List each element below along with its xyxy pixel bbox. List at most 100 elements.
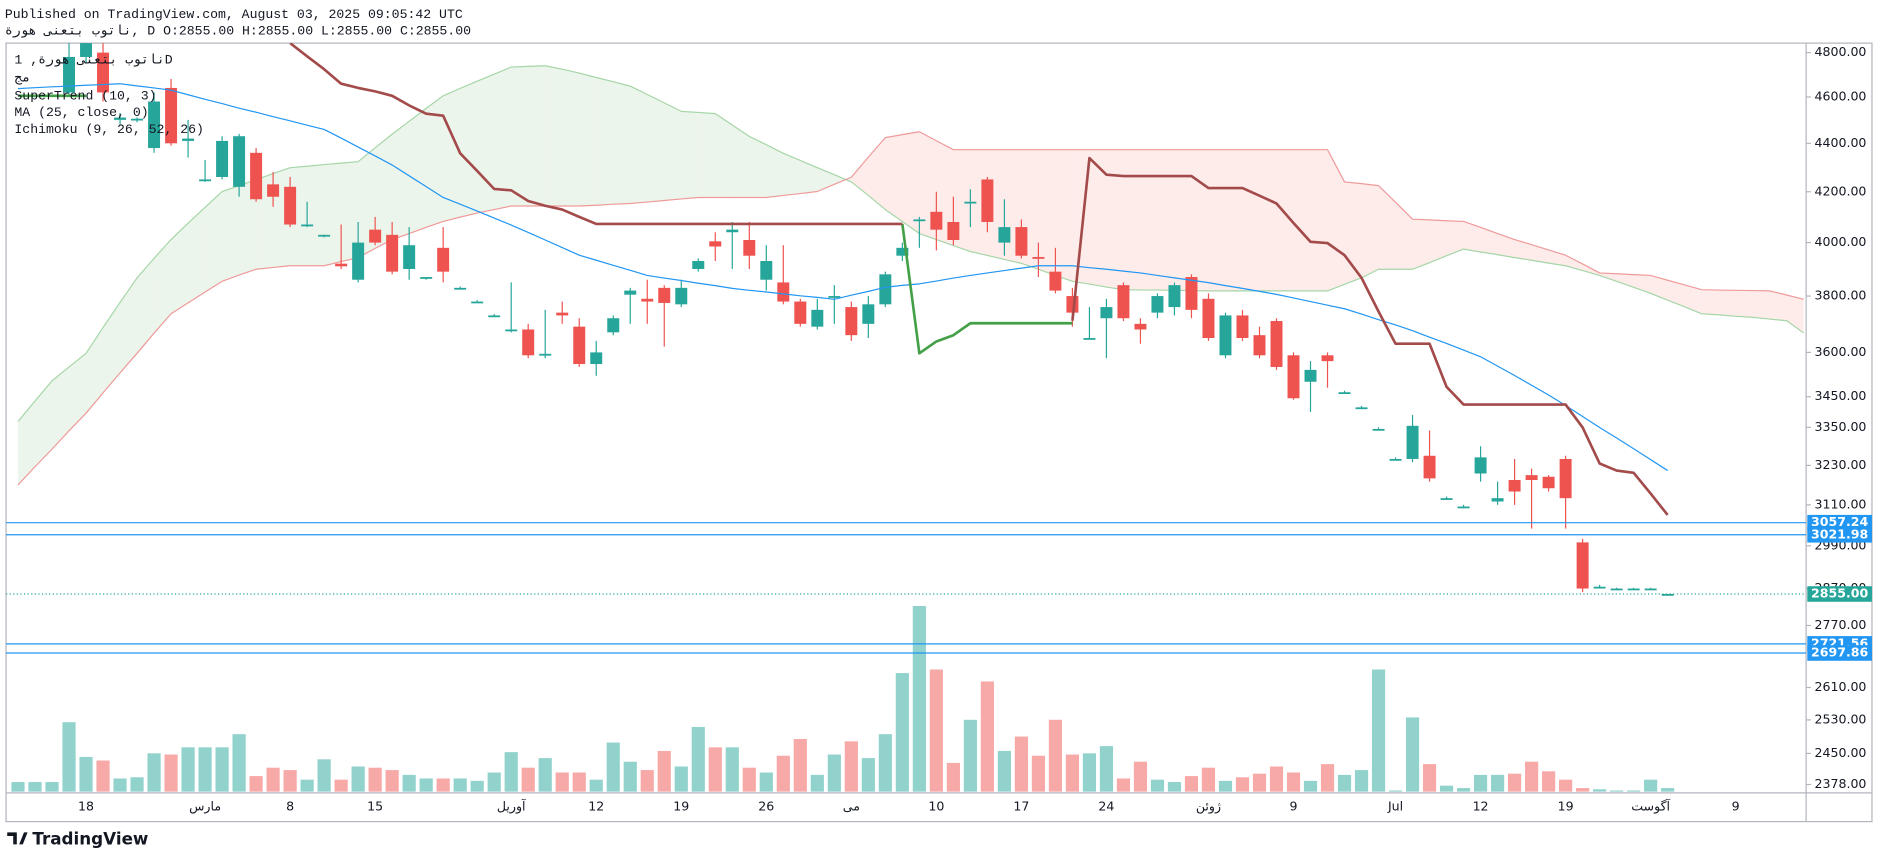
hline-price-label: 3021.98 xyxy=(1811,526,1868,541)
cloud-segment xyxy=(1463,221,1481,252)
cloud-segment xyxy=(1225,149,1243,291)
cloud-segment xyxy=(970,149,988,256)
x-tick-label: مى xyxy=(843,799,860,814)
candle-body xyxy=(760,261,773,280)
candle-body xyxy=(556,312,569,316)
volume-bar xyxy=(1508,773,1522,792)
candle-body xyxy=(675,287,688,305)
frame xyxy=(5,42,1873,823)
volume-bar xyxy=(300,779,314,792)
volume-bar xyxy=(368,767,382,792)
candle-body xyxy=(1287,355,1300,399)
x-tick-label: 19 xyxy=(673,799,689,814)
volume-bar xyxy=(725,747,739,792)
candle-body xyxy=(1066,296,1079,313)
footer-logo: TradingView xyxy=(7,829,148,849)
candle-body xyxy=(1100,307,1113,319)
candle-body xyxy=(1270,321,1283,367)
candle-body xyxy=(1559,458,1572,499)
volume-bar xyxy=(1661,788,1675,792)
cloud-segment xyxy=(1140,149,1158,291)
candle-body xyxy=(63,56,76,93)
cloud-segment xyxy=(1667,280,1685,307)
legend-symbol: ناتوب بتعنی هورة, 1D xyxy=(14,52,172,67)
cloud-segment xyxy=(664,102,682,201)
cloud-segment xyxy=(1531,244,1549,264)
y-tick-label: 4400.00 xyxy=(1814,135,1866,150)
ohlc-line: ناتوب بتعنی هورة, D O:2855.00 H:2855.00 … xyxy=(5,24,471,39)
cloud-segment xyxy=(1752,290,1770,320)
volume-bar xyxy=(113,778,127,792)
volume-bar xyxy=(1286,772,1301,792)
candle-body xyxy=(1083,338,1096,340)
volume-bar xyxy=(1422,764,1437,792)
axes: 4800.00 4600.00 4400.00 4200.00 4000.00 3800.… xyxy=(78,44,1872,815)
volume-bar xyxy=(895,673,909,792)
hline-price-label: 2697.86 xyxy=(1811,644,1868,659)
cloud-segment xyxy=(239,179,257,276)
cloud-segment xyxy=(409,108,427,234)
y-tick-label: 2378.00 xyxy=(1814,776,1866,791)
cloud-segment xyxy=(1310,149,1328,291)
volume-bar xyxy=(861,758,875,792)
cloud-segment xyxy=(902,131,920,234)
cloud-segment xyxy=(698,112,716,198)
volume-bar xyxy=(912,606,926,792)
candle-body xyxy=(1015,227,1028,256)
candle-body xyxy=(97,52,110,93)
candle-body xyxy=(250,152,263,200)
cloud-segment xyxy=(630,86,648,204)
x-tick-label: 8 xyxy=(286,799,294,814)
cloud-segment xyxy=(868,137,886,210)
x-tick-label: آگوست xyxy=(1631,799,1670,815)
candle-body xyxy=(216,140,229,177)
volume-bar xyxy=(1184,776,1199,792)
candle-body xyxy=(471,301,484,304)
cloud-segment xyxy=(205,191,223,292)
volume-bar xyxy=(1235,777,1250,792)
volume-bar xyxy=(946,762,960,792)
candle-body xyxy=(454,287,467,290)
volume-bar xyxy=(1371,669,1386,792)
cloud-segment xyxy=(35,380,53,467)
candle-body xyxy=(522,329,535,356)
candle-body xyxy=(318,234,331,237)
y-tick-label: 2770.00 xyxy=(1814,617,1866,632)
volume-bar xyxy=(487,772,501,792)
cloud-segment xyxy=(511,66,529,206)
x-tick-label: آوریل xyxy=(497,799,526,815)
volume-bar xyxy=(1269,766,1284,792)
candle-body xyxy=(1423,455,1436,479)
candle-body xyxy=(777,282,790,302)
candle-body xyxy=(1032,257,1045,259)
candle-body xyxy=(131,118,144,121)
cloud-segment xyxy=(1616,273,1634,288)
volume-bar xyxy=(334,779,348,792)
cloud-segment xyxy=(613,81,631,205)
volume-bar xyxy=(1644,779,1658,792)
candle-body xyxy=(947,221,960,241)
y-tick-label: 4000.00 xyxy=(1814,234,1866,249)
candle-body xyxy=(233,136,246,187)
legend-ichimoku: Ichimoku (9, 26, 52, 26) xyxy=(14,122,203,137)
volume-bar xyxy=(657,750,671,792)
volume-bar xyxy=(1116,778,1131,792)
candle-body xyxy=(930,211,943,230)
volume-bar xyxy=(215,747,229,792)
volume-bar xyxy=(606,742,620,792)
volume-bar xyxy=(453,778,467,792)
candle-body xyxy=(743,240,756,256)
volume-bar xyxy=(1542,771,1556,792)
volume-bar xyxy=(1627,790,1641,792)
volume-bar xyxy=(1576,788,1590,792)
cloud-segment xyxy=(1701,289,1719,315)
volume-bar xyxy=(878,734,892,792)
volume-bar xyxy=(283,770,297,792)
cloud-segment xyxy=(1684,284,1702,314)
volume-bar xyxy=(691,726,705,792)
x-tick-label: 10 xyxy=(928,799,944,814)
candle-body xyxy=(1661,593,1674,596)
cloud-segment xyxy=(171,223,189,314)
cloud-segment xyxy=(885,134,903,222)
